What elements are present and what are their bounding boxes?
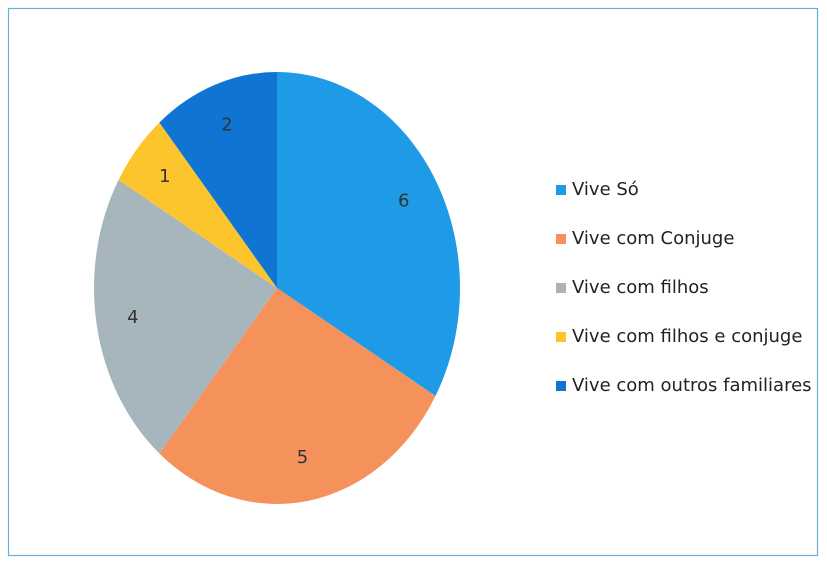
- legend: Vive Só Vive com Conjuge Vive com filhos Vi…: [556, 179, 812, 396]
- legend-label: Vive Só: [572, 179, 639, 200]
- data-label: 2: [221, 115, 232, 136]
- legend-swatch: [556, 381, 566, 391]
- data-label: 5: [297, 447, 308, 468]
- pie-slice: [94, 180, 277, 454]
- legend-label: Vive com outros familiares: [572, 375, 812, 396]
- legend-swatch: [556, 332, 566, 342]
- pie-slice: [118, 122, 277, 289]
- pie-slice: [159, 72, 277, 288]
- legend-swatch: [556, 234, 566, 244]
- pie-slice: [277, 72, 460, 396]
- data-label: 4: [127, 307, 138, 328]
- pie: 6 5 4 1 2: [94, 72, 460, 504]
- legend-label: Vive com filhos: [572, 277, 709, 298]
- legend-label: Vive com Conjuge: [572, 228, 734, 249]
- data-label: 1: [159, 166, 170, 187]
- legend-swatch: [556, 283, 566, 293]
- legend-label: Vive com filhos e conjuge: [572, 326, 802, 347]
- data-label: 6: [398, 191, 409, 212]
- pie-slice: [159, 288, 436, 504]
- legend-swatch: [556, 185, 566, 195]
